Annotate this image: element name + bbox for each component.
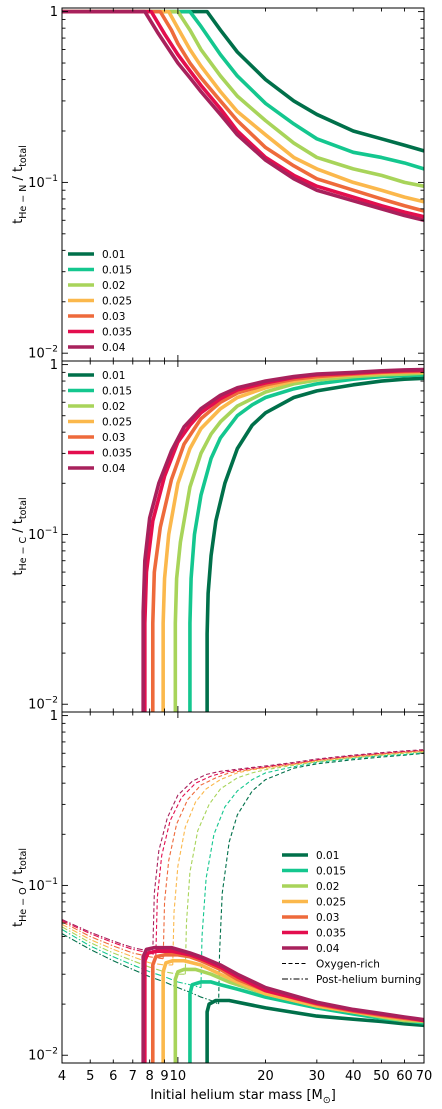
x-axis-label: Initial helium star mass [M⊙] — [150, 1088, 336, 1106]
legend-entry: 0.025 — [102, 417, 132, 429]
ytick-label: 1 — [50, 5, 58, 20]
series-line-dashed-0.04 — [152, 749, 424, 952]
legend-entry: 0.01 — [102, 249, 125, 261]
ytick-label: 1 — [50, 358, 58, 373]
series-line-dashed-0.02 — [184, 751, 424, 975]
y-axis-label: tHe − O / ttotal — [11, 848, 29, 927]
xtick-label: 8 — [146, 1069, 154, 1084]
ytick-label: 10−1 — [28, 526, 58, 543]
plot-frame — [61, 7, 425, 362]
ytick-label: 10−2 — [28, 1047, 58, 1064]
panel-he-o: 10−2 10−1 1 tHe − O / ttotal 4 5 6 7 8 9 10 20 30 40 5… — [11, 709, 432, 1106]
series-line-dashdot-0.01 — [62, 933, 219, 1005]
legend-entry: 0.035 — [102, 448, 132, 460]
xtick-label: 50 — [373, 1069, 390, 1084]
ytick-label: 1 — [50, 709, 58, 724]
legend: 0.01 0.015 0.02 0.025 0.03 0.035 0.04 — [68, 249, 132, 354]
legend-entry: 0.03 — [102, 311, 125, 323]
series-group — [141, 367, 424, 712]
y-axis-label: tHe − C / ttotal — [11, 497, 29, 575]
legend-entry: 0.01 — [316, 850, 339, 862]
series-line-solid-0.025 — [62, 9, 424, 204]
series-line-dashed-0.01 — [218, 752, 424, 1005]
legend-entry: 0.035 — [102, 327, 132, 339]
legend-entry: 0.025 — [102, 296, 132, 308]
xtick-label: 40 — [345, 1069, 362, 1084]
series-line-dashed-0.015 — [200, 752, 424, 988]
series-line-dashed-0.025 — [172, 750, 424, 965]
series-line-dashed-0.03 — [162, 750, 424, 959]
series-line-dashdot-0.03 — [62, 921, 164, 960]
series-line-solid-0.02 — [62, 9, 424, 188]
legend-entry: 0.02 — [102, 401, 125, 413]
legend-entry: 0.015 — [102, 265, 132, 277]
xtick-label: 10 — [170, 1069, 187, 1084]
legend-entry: 0.03 — [102, 432, 125, 444]
series-group — [62, 749, 424, 1063]
series-line-dashdot-0.025 — [62, 923, 173, 966]
series-line-solid-0.015 — [62, 9, 424, 171]
series-line-solid-0.04 — [141, 367, 424, 712]
xtick-label: 70 — [416, 1069, 433, 1084]
legend-entry: 0.04 — [102, 342, 126, 354]
legend-entry: 0.01 — [102, 370, 125, 382]
xtick-label: 4 — [58, 1069, 66, 1084]
xtick-label: 9 — [160, 1069, 168, 1084]
legend: 0.01 0.015 0.02 0.025 0.03 0.035 0.04 — [68, 370, 132, 475]
legend-entry: 0.02 — [102, 280, 125, 292]
series-line-solid-0.025 — [161, 370, 424, 712]
xtick-label: 30 — [309, 1069, 326, 1084]
series-line-solid-0.015 — [188, 373, 424, 712]
legend-entry: 0.015 — [102, 386, 132, 398]
legend-entry: 0.03 — [316, 912, 339, 924]
legend-entry: Oxygen-rich — [316, 959, 380, 971]
series-line-solid-0.04 — [141, 945, 424, 1063]
legend-entry: 0.025 — [316, 897, 346, 909]
series-line-dashdot-0.015 — [62, 929, 202, 989]
ytick-label: 10−2 — [28, 345, 58, 362]
plot-frame — [61, 711, 425, 1064]
xtick-label: 5 — [86, 1069, 94, 1084]
series-line-solid-0.01 — [62, 9, 424, 153]
y-axis-label: tHe − N / ttotal — [11, 145, 29, 224]
series-line-solid-0.01 — [205, 998, 424, 1063]
series-line-solid-0.04 — [62, 9, 424, 223]
series-group — [62, 9, 424, 223]
xtick-label: 7 — [129, 1069, 137, 1084]
series-line-solid-0.035 — [62, 9, 424, 219]
ytick-label: 10−1 — [28, 174, 58, 191]
ytick-label: 10−1 — [28, 877, 58, 894]
legend-entry: Post-helium burning — [316, 974, 421, 986]
legend-entry: 0.015 — [316, 866, 346, 878]
xtick-label: 60 — [396, 1069, 413, 1084]
xtick-label: 20 — [257, 1069, 274, 1084]
series-line-solid-0.03 — [62, 9, 424, 213]
legend-entry: 0.035 — [316, 928, 346, 940]
series-line-dashed-0.035 — [155, 749, 424, 955]
legend-entry: 0.04 — [316, 943, 340, 955]
legend-entry: 0.02 — [316, 881, 339, 893]
legend: 0.01 0.015 0.02 0.025 0.03 0.035 0.04 Oxygen-ri… — [282, 850, 421, 986]
legend-entry: 0.04 — [102, 463, 126, 475]
series-line-solid-0.01 — [205, 376, 424, 712]
xtick-label: 6 — [109, 1069, 117, 1084]
ytick-label: 10−2 — [28, 696, 58, 713]
